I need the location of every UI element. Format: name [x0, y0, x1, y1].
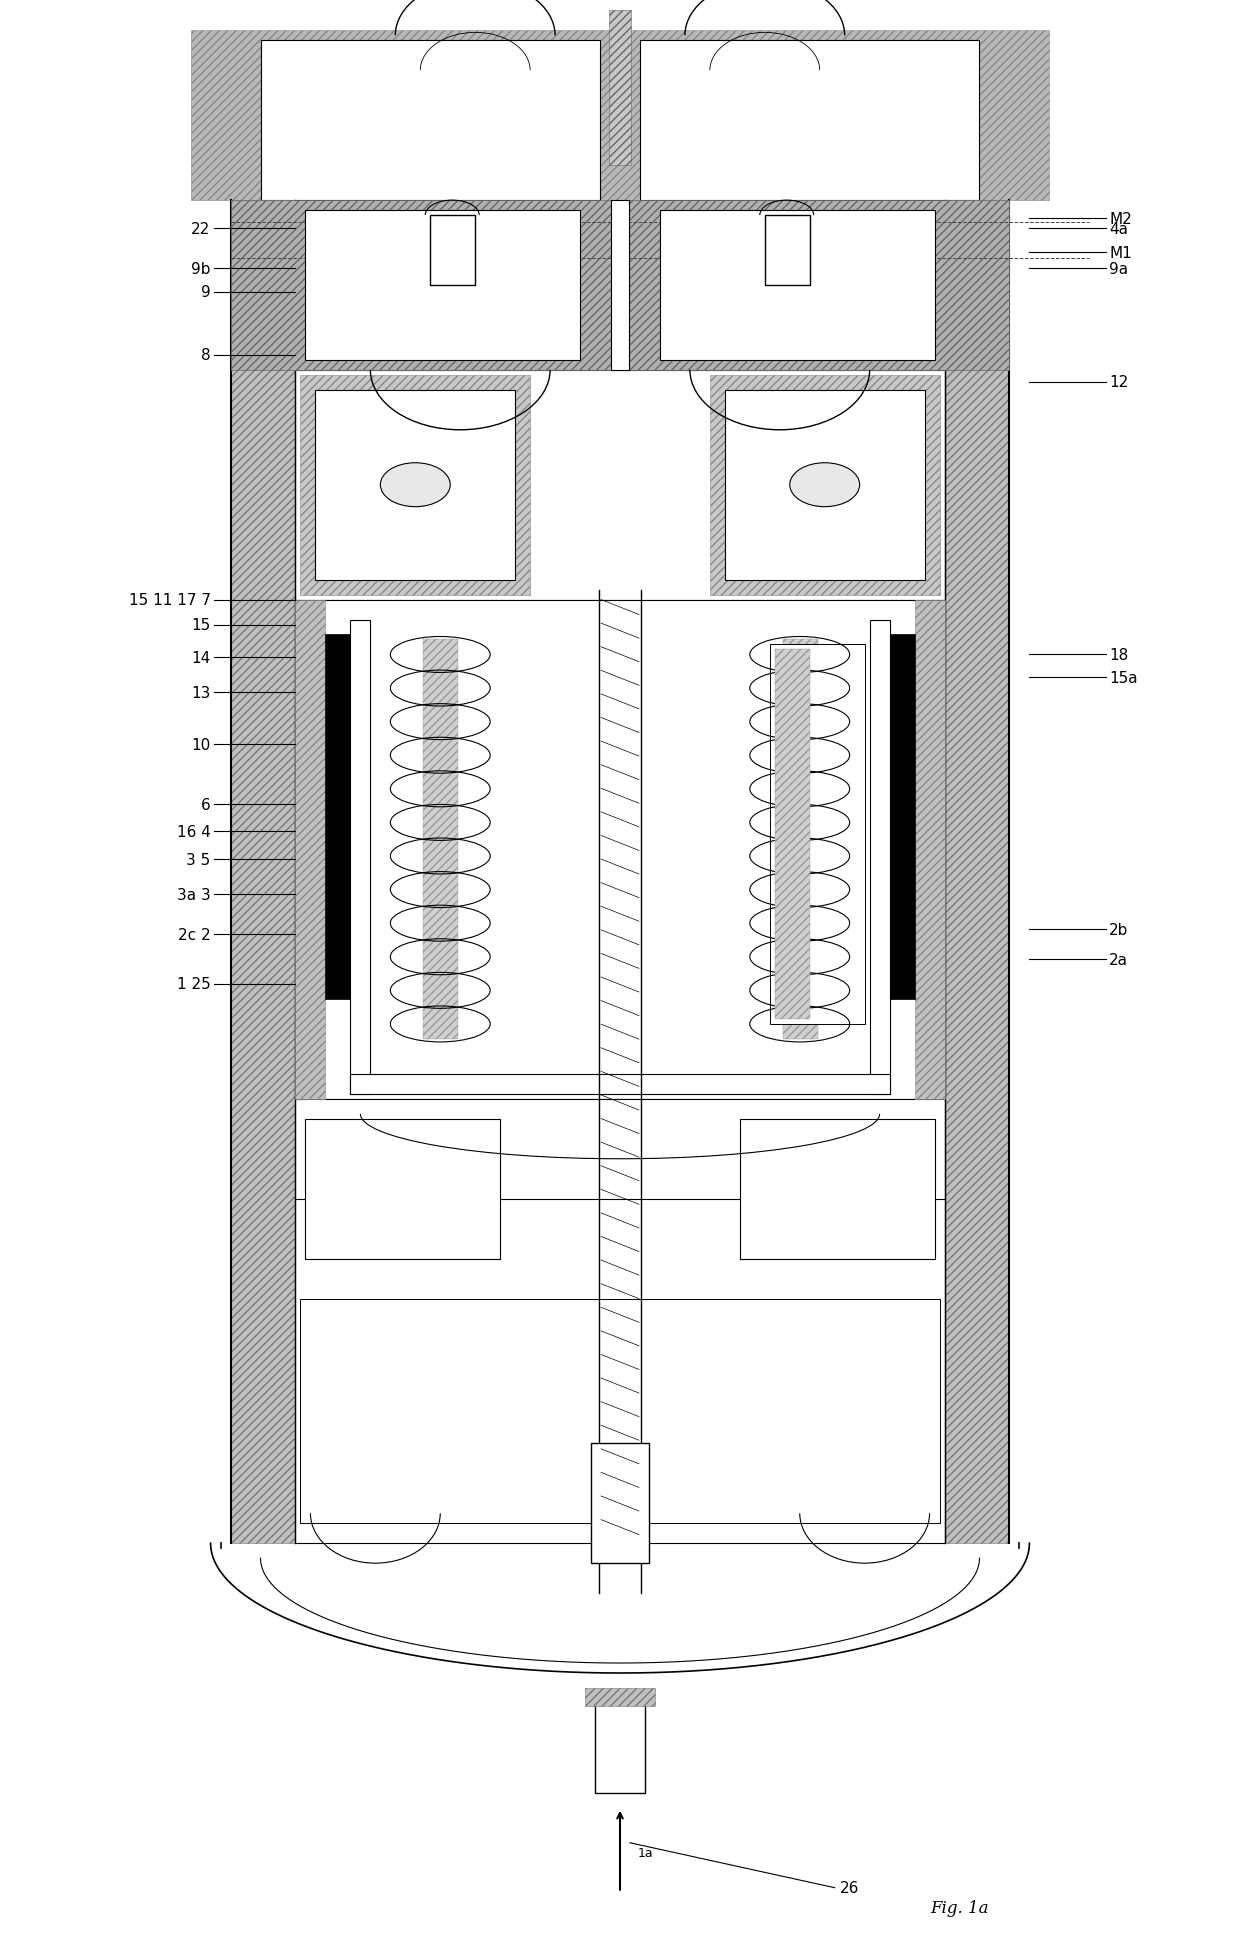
Bar: [305, 211, 580, 360]
Text: 22: 22: [191, 221, 211, 237]
Text: 15 11 17 7: 15 11 17 7: [129, 593, 211, 609]
Text: 4a: 4a: [1110, 221, 1128, 237]
Bar: [430, 215, 475, 286]
Bar: [915, 601, 945, 1100]
Bar: [660, 211, 935, 360]
Bar: [260, 41, 600, 202]
Bar: [295, 1100, 945, 1544]
Bar: [305, 1119, 500, 1258]
Bar: [231, 202, 1009, 370]
Ellipse shape: [790, 464, 859, 507]
Text: Fig. 1a: Fig. 1a: [930, 1898, 988, 1916]
Bar: [325, 636, 351, 1000]
Text: 15: 15: [191, 618, 211, 632]
Bar: [295, 370, 945, 601]
Bar: [351, 620, 371, 1094]
Bar: [611, 202, 629, 370]
Text: 15a: 15a: [1110, 671, 1138, 685]
Bar: [889, 636, 915, 1000]
Text: 1a: 1a: [637, 1845, 653, 1859]
Bar: [609, 12, 631, 166]
Bar: [295, 601, 325, 1100]
Text: 3a 3: 3a 3: [177, 887, 211, 902]
Bar: [775, 650, 810, 1020]
Text: 16 4: 16 4: [177, 824, 211, 840]
Bar: [765, 215, 810, 286]
Text: 14: 14: [191, 650, 211, 665]
Text: 10: 10: [191, 738, 211, 751]
Text: 12: 12: [1110, 376, 1128, 389]
Bar: [782, 640, 817, 1039]
Bar: [300, 1299, 940, 1523]
Bar: [300, 376, 531, 595]
Bar: [709, 376, 940, 595]
Bar: [595, 1693, 645, 1793]
Bar: [351, 1074, 889, 1094]
Bar: [191, 31, 1049, 202]
Text: 2c 2: 2c 2: [179, 928, 211, 941]
Bar: [640, 41, 980, 202]
Bar: [725, 391, 925, 581]
Bar: [295, 601, 945, 1100]
Text: 8: 8: [201, 348, 211, 364]
Bar: [585, 1689, 655, 1707]
Text: 1 25: 1 25: [177, 977, 211, 992]
Bar: [770, 646, 864, 1024]
Bar: [423, 640, 459, 1039]
Bar: [591, 1444, 649, 1564]
Text: 9: 9: [201, 286, 211, 299]
Text: 9a: 9a: [1110, 262, 1128, 276]
Text: 26: 26: [839, 1881, 859, 1894]
Text: M1: M1: [1110, 245, 1132, 260]
Bar: [740, 1119, 935, 1258]
Text: 3 5: 3 5: [186, 851, 211, 867]
Text: 18: 18: [1110, 648, 1128, 663]
Bar: [945, 202, 1009, 1544]
Text: 2b: 2b: [1110, 922, 1128, 937]
Bar: [869, 620, 889, 1094]
Bar: [315, 391, 515, 581]
Ellipse shape: [381, 464, 450, 507]
Text: 13: 13: [191, 685, 211, 701]
Text: 6: 6: [201, 796, 211, 812]
Bar: [231, 202, 295, 1544]
Text: 9b: 9b: [191, 262, 211, 276]
Text: 2a: 2a: [1110, 951, 1128, 967]
Text: M2: M2: [1110, 211, 1132, 227]
